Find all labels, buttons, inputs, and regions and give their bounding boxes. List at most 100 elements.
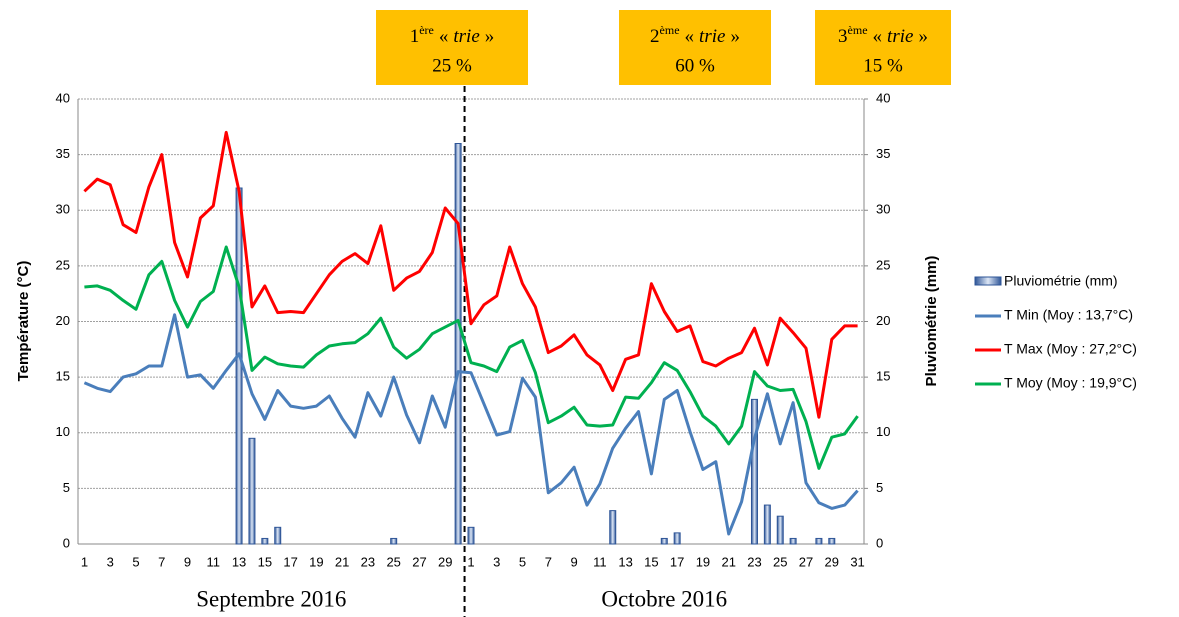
y2-tick-label: 35: [876, 146, 890, 161]
y2-tick-label: 0: [876, 535, 883, 550]
x-tick-label: 25: [773, 554, 787, 569]
phase-title: 3ème «trie»: [838, 23, 928, 48]
phase-superscript: ère: [419, 23, 434, 37]
phase-ordinal: 2: [650, 26, 660, 47]
y-tick-label: 5: [63, 480, 70, 495]
phase-close: »: [918, 26, 928, 47]
y2-tick-label: 15: [876, 369, 890, 384]
temperature-line: [84, 245, 859, 470]
y2-tick-label: 20: [876, 313, 890, 328]
x-tick-label: 1: [81, 554, 88, 569]
rain-bar: [454, 143, 462, 545]
legend-label: T Max (Moy : 27,2°C): [1004, 341, 1137, 357]
rain-bar: [828, 537, 836, 545]
rain-bar: [235, 187, 243, 545]
temperature-line: [83, 313, 859, 536]
phase-superscript: ème: [848, 23, 868, 37]
legend-swatch: [974, 276, 1002, 286]
x-tick-label: 29: [438, 554, 452, 569]
phase-box: [376, 10, 528, 85]
phase-share: 25 %: [432, 55, 472, 76]
rain-bar: [609, 510, 617, 545]
x-tick-label: 5: [519, 554, 526, 569]
phase-superscript: ème: [660, 23, 680, 37]
x-tick-label: 27: [799, 554, 813, 569]
x-tick-label: 11: [593, 554, 607, 569]
phase-word: trie: [887, 26, 913, 47]
y2-tick-label: 10: [876, 424, 890, 439]
x-tick-label: 17: [283, 554, 297, 569]
phase-title: 1ère «trie »: [410, 23, 495, 48]
phase-box: [619, 10, 771, 85]
x-tick-label: 3: [493, 554, 500, 569]
rain-bar: [248, 437, 256, 545]
x-tick-label: 23: [747, 554, 761, 569]
rain-bar: [815, 537, 823, 545]
x-tick-label: 29: [825, 554, 839, 569]
x-tick-label: 9: [184, 554, 191, 569]
y-tick-label: 10: [56, 424, 70, 439]
x-tick-label: 1: [467, 554, 474, 569]
phase-open: «: [439, 26, 449, 47]
x-tick-label: 19: [696, 554, 710, 569]
y-tick-label: 20: [56, 313, 70, 328]
temperature-line: [83, 130, 858, 419]
rain-bar: [763, 504, 771, 545]
rain-bar: [390, 537, 398, 545]
rain-bar: [274, 526, 282, 545]
y2-axis-title: Pluviométrie (mm): [923, 256, 940, 387]
x-tick-label: 21: [335, 554, 349, 569]
phase-ordinal: 3: [838, 26, 848, 47]
y-tick-label: 40: [56, 90, 70, 105]
x-tick-label: 5: [132, 554, 139, 569]
x-tick-label: 7: [158, 554, 165, 569]
rain-bar: [261, 537, 269, 545]
rain-bar: [750, 398, 758, 545]
x-tick-label: 13: [618, 554, 632, 569]
legend-label: T Min (Moy : 13,7°C): [1004, 307, 1133, 323]
phase-open: «: [685, 26, 695, 47]
y-axis-title: Température (°C): [15, 261, 32, 382]
phase-word: trie: [699, 26, 725, 47]
y2-tick-label: 40: [876, 90, 890, 105]
y2-tick-label: 5: [876, 480, 883, 495]
x-tick-label: 19: [309, 554, 323, 569]
x-tick-label: 7: [545, 554, 552, 569]
x-tick-label: 11: [207, 554, 221, 569]
phase-box: [815, 10, 951, 85]
rain-bar: [660, 537, 668, 545]
y-tick-label: 30: [56, 202, 70, 217]
x-tick-label: 15: [644, 554, 658, 569]
phase-word: trie: [453, 26, 479, 47]
legend-label: T Moy (Moy : 19,9°C): [1004, 375, 1137, 391]
x-tick-label: 13: [232, 554, 246, 569]
x-tick-label: 3: [107, 554, 114, 569]
legend-label: Pluviométrie (mm): [1004, 273, 1118, 289]
x-tick-label: 23: [361, 554, 375, 569]
phase-share: 15 %: [863, 55, 903, 76]
y-tick-label: 0: [63, 535, 70, 550]
y-tick-label: 15: [56, 369, 70, 384]
x-tick-label: 15: [258, 554, 272, 569]
month-label: Septembre 2016: [196, 586, 346, 611]
x-tick-label: 25: [386, 554, 400, 569]
rain-bar: [789, 537, 797, 545]
x-tick-label: 31: [850, 554, 864, 569]
x-tick-label: 21: [721, 554, 735, 569]
y2-tick-label: 25: [876, 257, 890, 272]
phase-close: »: [730, 26, 740, 47]
month-label: Octobre 2016: [601, 586, 727, 611]
x-tick-label: 9: [570, 554, 577, 569]
y-tick-label: 35: [56, 146, 70, 161]
x-tick-label: 27: [412, 554, 426, 569]
rain-bar: [673, 532, 681, 545]
phase-share: 60 %: [675, 55, 715, 76]
phase-ordinal: 1: [410, 26, 420, 47]
y-tick-label: 25: [56, 257, 70, 272]
rain-bar: [467, 526, 475, 545]
phase-title: 2ème «trie»: [650, 23, 740, 48]
x-tick-label: 17: [670, 554, 684, 569]
rain-bar: [776, 515, 784, 545]
phase-close: »: [485, 26, 495, 47]
